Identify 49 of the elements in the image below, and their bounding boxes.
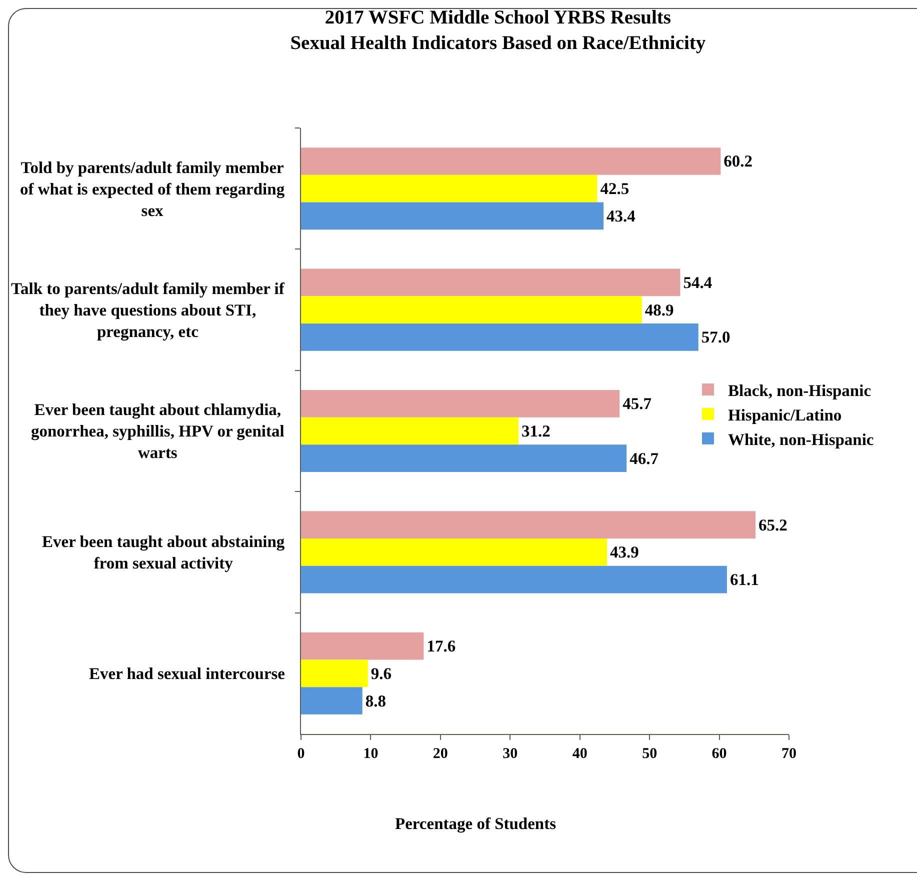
bar: [301, 202, 604, 230]
bar: [301, 268, 680, 296]
legend-label: Black, non-Hispanic: [728, 380, 872, 400]
x-tick-label: 40: [572, 746, 588, 762]
data-label: 42.5: [600, 179, 630, 198]
bar: [301, 296, 642, 324]
y-tick-label: Ever been taught about chlamydia, gonorrhea, syphillis, HPV or genital warts: [31, 400, 285, 462]
bar: [301, 566, 727, 594]
y-tick-label: Ever had sexual intercourse: [89, 664, 286, 683]
x-tick-label: 10: [363, 746, 378, 762]
x-tick-label: 30: [502, 746, 518, 762]
bar: [301, 632, 424, 660]
chart-title: 2017 WSFC Middle School YRBS Results: [324, 8, 672, 29]
bar: [301, 660, 368, 688]
data-label: 65.2: [758, 515, 788, 534]
data-label: 61.1: [730, 570, 759, 590]
y-tick-label: Talk to parents/adult family member if they have questions about STI, pregnancy, etc: [11, 279, 285, 341]
data-label: 9.6: [370, 664, 392, 683]
bar: [301, 323, 698, 351]
bar: [301, 174, 598, 202]
data-label: 43.9: [610, 542, 639, 562]
bar: [301, 538, 608, 566]
data-label: 31.2: [522, 422, 550, 440]
legend-label: Hispanic/Latino: [728, 405, 842, 424]
x-tick-label: 70: [782, 746, 796, 762]
legend-label: White, non-Hispanic: [728, 430, 874, 449]
bar: [301, 511, 756, 539]
data-label: 46.7: [630, 448, 658, 468]
x-tick-label: 20: [432, 746, 448, 762]
y-tick-label: Told by parents/adult family member of what is expected of them regarding sex: [20, 158, 286, 220]
x-tick-label: 60: [712, 746, 727, 762]
data-label: 48.9: [644, 300, 674, 320]
data-label: 43.4: [606, 206, 636, 226]
data-label: 60.2: [724, 152, 753, 171]
bar: [301, 390, 620, 418]
y-tick-label: Ever been taught about abstaining from sexual activity: [42, 532, 286, 572]
x-axis-title: Percentage of Students: [395, 814, 557, 833]
data-label: 57.0: [701, 328, 730, 347]
bar: [301, 148, 721, 175]
chart-subtitle: Sexual Health Indicators Based on Race/Ethnicity: [290, 33, 706, 54]
data-label: 8.8: [365, 691, 386, 710]
data-label: 17.6: [426, 636, 456, 656]
x-tick-label: 0: [297, 746, 305, 762]
data-label: 45.7: [622, 394, 652, 414]
x-tick-label: 50: [642, 746, 658, 762]
data-label: 54.4: [683, 272, 712, 292]
bar: [301, 417, 519, 445]
bar: [301, 444, 627, 472]
bar: [301, 687, 362, 714]
